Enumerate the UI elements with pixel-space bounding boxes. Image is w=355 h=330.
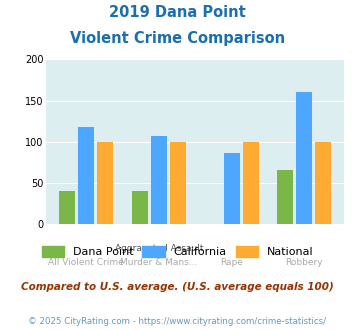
Text: Compared to U.S. average. (U.S. average equals 100): Compared to U.S. average. (U.S. average … xyxy=(21,282,334,292)
Bar xyxy=(224,153,240,224)
Text: Aggravated Assault: Aggravated Assault xyxy=(115,244,203,253)
Bar xyxy=(132,190,148,224)
Bar xyxy=(151,136,167,224)
Text: All Violent Crime: All Violent Crime xyxy=(48,258,124,267)
Text: © 2025 CityRating.com - https://www.cityrating.com/crime-statistics/: © 2025 CityRating.com - https://www.city… xyxy=(28,317,327,326)
Bar xyxy=(296,91,312,224)
Bar xyxy=(315,142,331,224)
Bar xyxy=(59,190,75,224)
Bar xyxy=(242,142,258,224)
Legend: Dana Point, California, National: Dana Point, California, National xyxy=(37,242,318,261)
Bar xyxy=(170,142,186,224)
Text: Robbery: Robbery xyxy=(285,258,323,267)
Text: Murder & Mans...: Murder & Mans... xyxy=(120,258,198,267)
Text: Rape: Rape xyxy=(220,258,243,267)
Text: 2019 Dana Point: 2019 Dana Point xyxy=(109,5,246,20)
Bar xyxy=(78,127,94,224)
Bar xyxy=(97,142,113,224)
Bar xyxy=(278,170,294,224)
Text: Violent Crime Comparison: Violent Crime Comparison xyxy=(70,31,285,46)
